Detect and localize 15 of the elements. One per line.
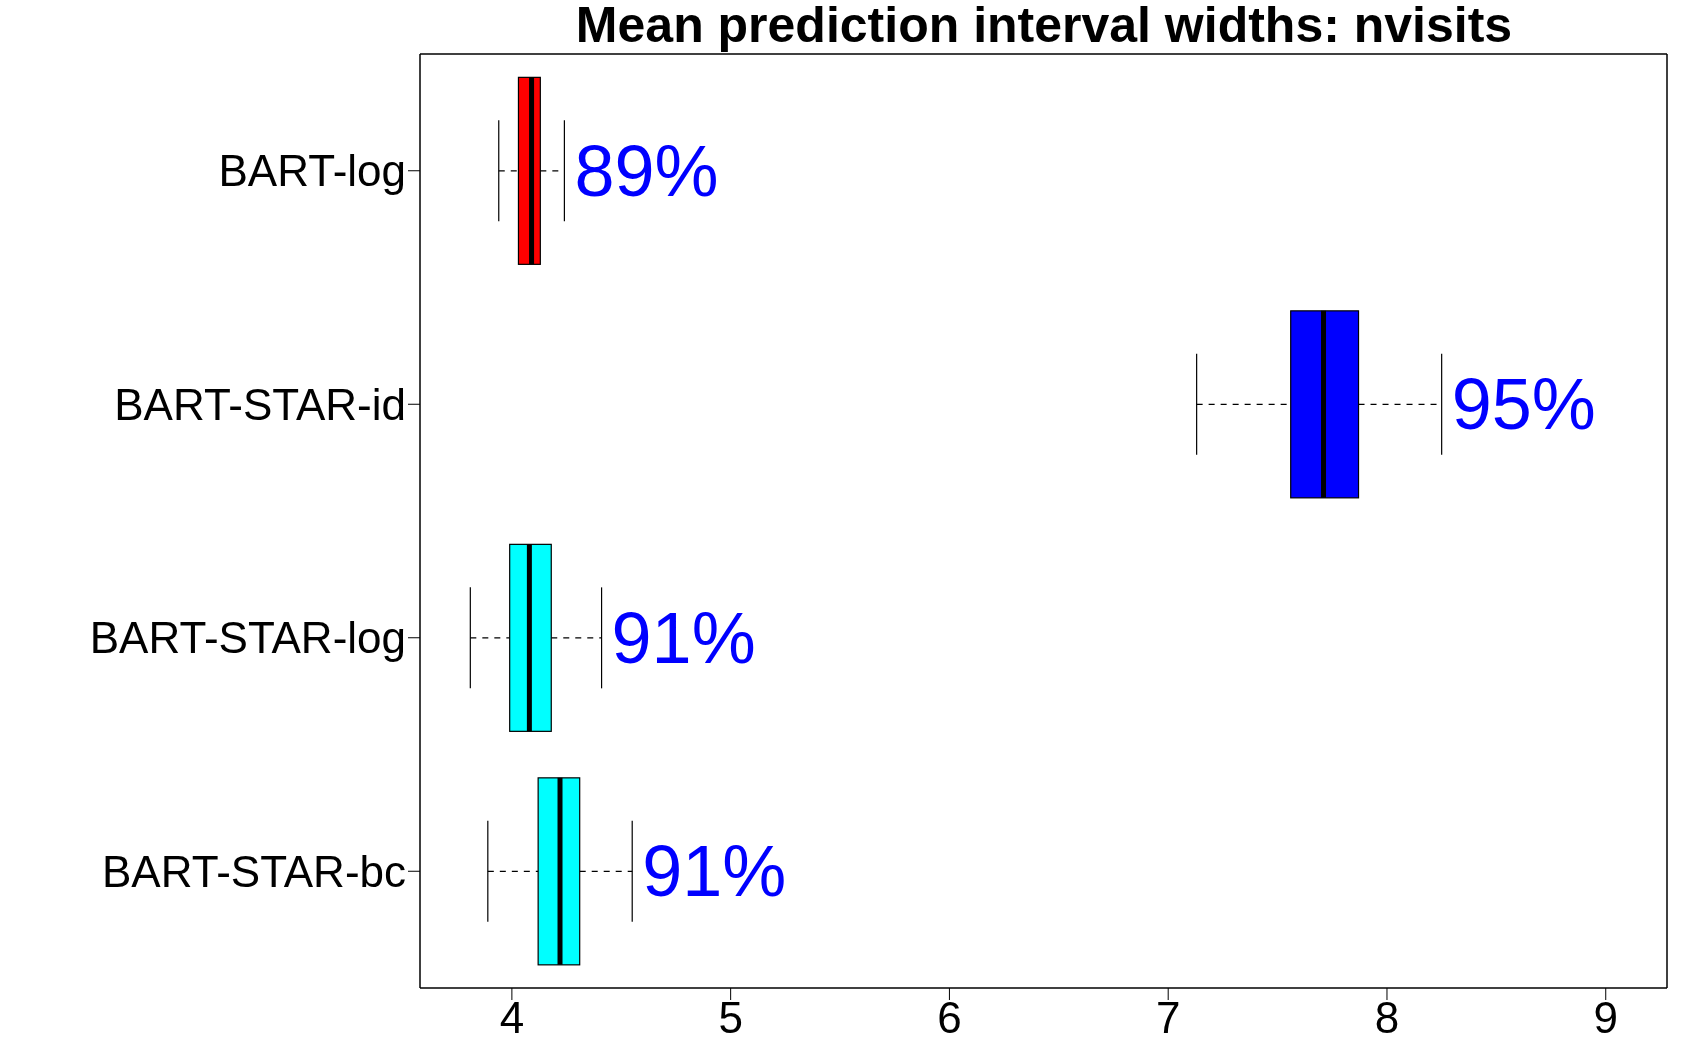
y-tick-label: BART-STAR-log <box>89 613 406 663</box>
x-tick-label: 4 <box>499 993 525 1043</box>
x-tick-label: 8 <box>1374 993 1400 1043</box>
annotation: 91% <box>642 831 787 912</box>
y-tick-label: BART-STAR-bc <box>102 846 406 896</box>
chart-title: Mean prediction interval widths: nvisits <box>574 0 1514 54</box>
y-tick-label: BART-log <box>218 146 406 196</box>
x-tick-label: 7 <box>1155 993 1181 1043</box>
x-tick-label: 5 <box>718 993 743 1043</box>
x-tick-label: 6 <box>937 993 962 1043</box>
y-tick-label: BART-STAR-id <box>114 379 406 429</box>
annotation: 95% <box>1451 364 1596 445</box>
annotation: 89% <box>574 130 719 211</box>
x-tick-label: 9 <box>1593 993 1618 1043</box>
annotation: 91% <box>611 597 756 678</box>
